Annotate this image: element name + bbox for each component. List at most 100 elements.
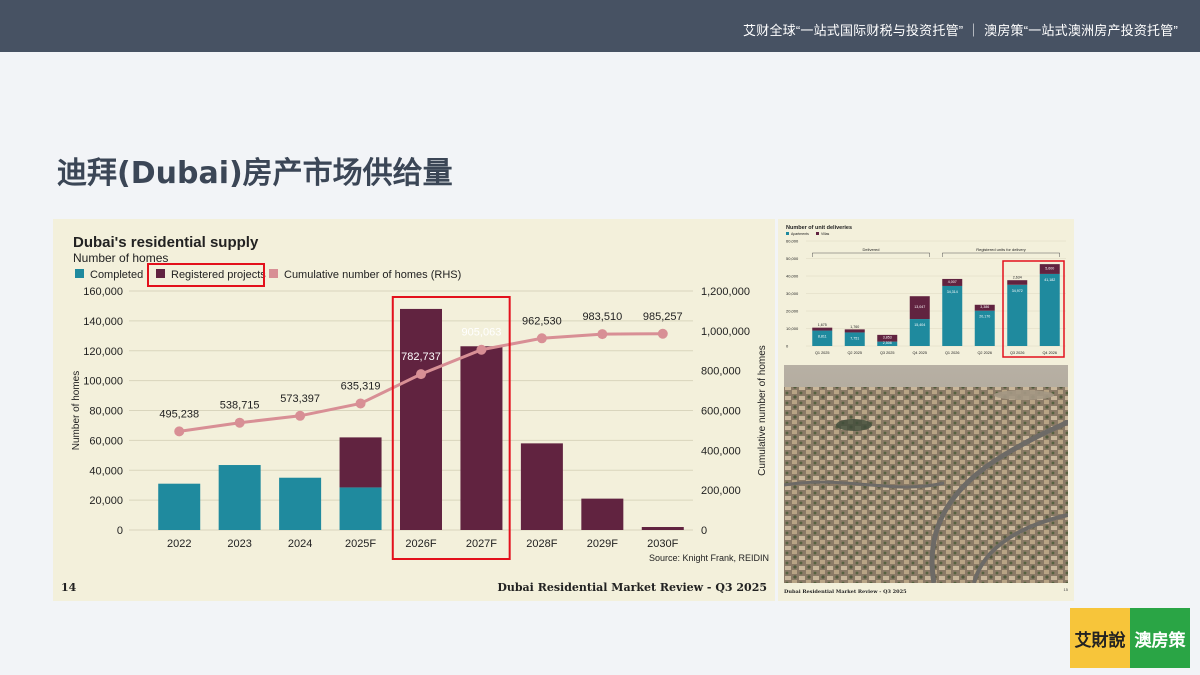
chart-subtitle: Number of homes [73,251,168,265]
side-legend-label-0: Apartments [791,232,809,236]
legend-label-1: Registered projects [171,269,266,281]
side-villas-label: 3,386 [980,305,989,309]
x-tick-label: 2022 [167,538,191,550]
side-page-number: 15 [1063,587,1068,592]
side-apartments-label: 34,314 [947,290,958,294]
y-tick-label: 140,000 [83,316,123,328]
side-bar-apartments-6 [1007,284,1028,346]
side-legend-swatch-0 [786,232,789,235]
bar-completed-2025F [339,487,382,530]
page-title: 迪拜(Dubai)房产市场供给量 [57,156,453,191]
side-apartments-label: 41,182 [1044,278,1055,282]
x-tick-label: 2029F [587,538,618,550]
top-bar: 艾财全球“一站式国际财税与投资托管” ｜ 澳房策“一站式澳洲房产投资托管” [0,0,1200,52]
side-bar-villas-3 [909,296,930,320]
chart-source: Source: Knight Frank, REIDIN [649,553,769,563]
side-villas-label: 3,853 [883,336,892,340]
side-bar-apartments-2 [877,341,898,346]
side-villas-label: 13,047 [914,305,925,309]
cumulative-data-label: 495,238 [159,408,199,420]
side-x-tick-label: Q2 2025 [847,351,862,355]
deliveries-report-panel: Number of unit deliveries Apartments Villa… [778,219,1074,601]
bar-registered-2025F [339,437,382,488]
y-tick-label: 80,000 [89,406,123,418]
x-tick-label: 2025F [345,538,376,550]
bar-completed-2024 [279,477,322,530]
header-tagline: 艾财全球“一站式国际财税与投资托管” ｜ 澳房策“一站式澳洲房产投资托管” [743,23,1178,38]
cumulative-point-2024 [295,410,306,421]
x-tick-label: 2024 [288,538,312,550]
cumulative-point-2023 [234,417,245,428]
side-villas-label: 5,600 [1045,267,1054,271]
side-y-tick-label: 30,000 [786,291,799,296]
side-x-tick-label: Q4 2026 [1042,351,1057,355]
y2-tick-label: 0 [701,525,707,537]
legend-swatch-0 [75,269,84,278]
y-axis-label: Number of homes [71,371,82,450]
y2-axis-label: Cumulative number of homes [757,345,768,476]
side-bar-villas-1 [844,329,865,333]
legend-swatch-1 [156,269,165,278]
cumulative-data-label: 983,510 [582,311,622,323]
bar-registered-2028F [520,443,563,530]
x-tick-label: 2028F [526,538,557,550]
dubai-aerial-photo [784,365,1068,583]
side-y-tick-label: 40,000 [786,274,799,279]
bar-registered-2026F [400,308,442,530]
side-x-tick-label: Q1 2026 [945,351,960,355]
side-apartments-label: 20,170 [979,315,990,319]
side-bar-villas-6 [1007,280,1028,285]
page-number: 14 [61,581,77,594]
side-villas-label: 2,634 [1013,276,1022,280]
x-tick-label: 2026F [405,538,436,550]
side-legend-swatch-1 [816,232,819,235]
cumulative-point-2025F [355,398,366,409]
y2-tick-label: 200,000 [701,485,741,497]
y2-tick-label: 1,000,000 [701,326,750,338]
side-group-bracket-registered [942,252,1060,257]
side-bar-villas-5 [974,304,995,311]
report-title: Dubai Residential Market Review - Q3 202… [497,581,767,594]
side-x-tick-label: Q4 2025 [912,351,927,355]
cumulative-data-label: 962,530 [522,315,562,327]
y-tick-label: 100,000 [83,376,123,388]
cumulative-data-label: 573,397 [280,393,320,405]
bar-registered-2030F [641,527,684,530]
y2-tick-label: 400,000 [701,445,741,457]
side-group-label: Delivered [863,247,880,252]
side-bar-apartments-5 [974,310,995,346]
y-tick-label: 160,000 [83,286,123,298]
x-tick-label: 2023 [227,538,251,550]
y2-tick-label: 800,000 [701,366,741,378]
y2-tick-label: 600,000 [701,406,741,418]
side-x-tick-label: Q1 2025 [815,351,830,355]
legend-swatch-2 [269,269,278,278]
side-y-tick-label: 20,000 [786,309,799,314]
side-group-label: Registered units for delivery [976,247,1026,252]
side-bar-villas-2 [877,334,898,342]
aofangce-logo: 澳房策 [1130,608,1190,668]
side-bar-villas-4 [942,278,963,286]
side-villas-label: 4,007 [948,280,957,284]
side-y-tick-label: 0 [786,344,789,349]
legend-label-2: Cumulative number of homes (RHS) [284,269,461,281]
supply-report-panel: Dubai's residential supply Number of home… [53,219,775,601]
y-tick-label: 40,000 [89,465,123,477]
side-apartments-label: 7,751 [850,336,859,340]
side-y-tick-label: 10,000 [786,326,799,331]
side-x-tick-label: Q2 2026 [977,351,992,355]
y2-tick-label: 1,200,000 [701,286,750,298]
legend-label-0: Completed [90,269,143,281]
bar-completed-2023 [218,465,261,530]
y-tick-label: 0 [117,525,123,537]
side-x-tick-label: Q3 2025 [880,351,895,355]
side-apartments-label: 2,508 [883,341,892,345]
side-y-tick-label: 50,000 [786,256,799,261]
cumulative-point-2027F [476,344,487,355]
side-legend-label-1: Villas [821,232,830,236]
bar-completed-2022 [158,483,201,530]
cumulative-point-2026F [416,369,426,380]
side-bar-apartments-1 [844,332,865,346]
